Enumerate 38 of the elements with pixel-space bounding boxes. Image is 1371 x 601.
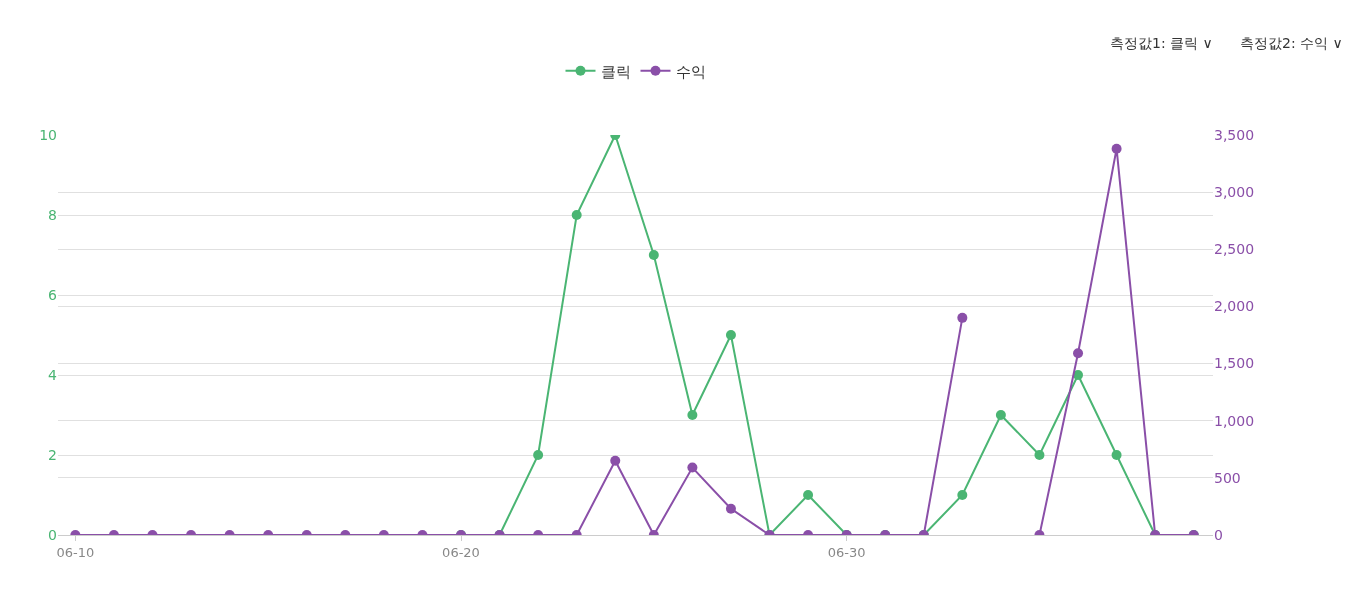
y2-tick-label: 1,500 <box>1214 355 1255 372</box>
y2-tick-label: 3,000 <box>1214 184 1255 201</box>
point <box>957 490 968 500</box>
legend-label: 수익 <box>675 62 706 81</box>
y2-tick-label: 2,000 <box>1214 298 1255 315</box>
y2-tick-label: 2,500 <box>1214 241 1255 258</box>
point <box>1034 450 1045 460</box>
point <box>648 250 659 260</box>
y-tick-label: 6 <box>48 286 58 303</box>
y2-tick-label: 0 <box>1214 526 1223 543</box>
legend-label: 클릭 <box>600 62 631 81</box>
y-tick-label: 10 <box>39 126 57 143</box>
point <box>995 410 1006 420</box>
point <box>725 330 736 340</box>
text: 측정값2: 수익 ∨ <box>1240 35 1343 51</box>
point <box>1111 143 1122 154</box>
point <box>571 210 582 220</box>
point <box>1073 370 1084 380</box>
x-tick-label: 06-20 <box>442 544 480 560</box>
point <box>533 450 544 460</box>
text: 측정값1: 클릭 ∨ <box>1110 35 1213 51</box>
y-tick-label: 4 <box>48 366 58 383</box>
point <box>687 410 698 420</box>
point <box>1111 450 1122 460</box>
x-tick-label: 06-30 <box>827 544 866 560</box>
x-tick-label: 06-10 <box>56 544 95 560</box>
point <box>687 462 698 473</box>
point <box>725 503 736 514</box>
y2-tick-label: 1,000 <box>1214 412 1255 429</box>
y-tick-label: 8 <box>48 206 57 223</box>
point <box>803 490 814 500</box>
y2-tick-label: 500 <box>1214 469 1241 486</box>
point <box>957 312 968 323</box>
point <box>1073 348 1084 359</box>
point <box>610 455 621 466</box>
y-tick-label: 2 <box>48 446 57 463</box>
y2-tick-label: 3,500 <box>1214 126 1255 143</box>
y-tick-label: 0 <box>48 526 57 543</box>
